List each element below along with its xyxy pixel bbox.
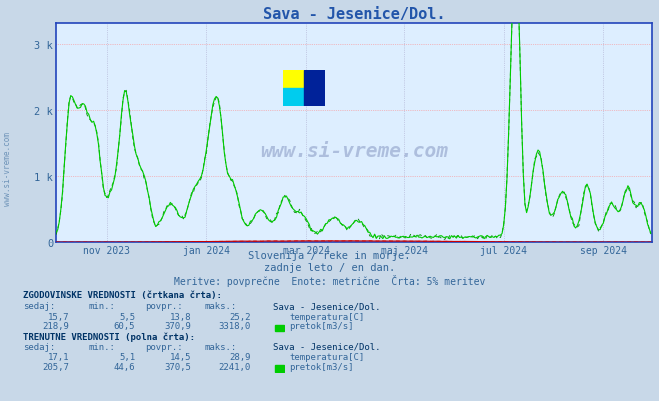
- Text: www.si-vreme.com: www.si-vreme.com: [260, 141, 448, 160]
- Text: 44,6: 44,6: [113, 362, 135, 371]
- Text: 17,1: 17,1: [47, 352, 69, 361]
- Text: Meritve: povprečne  Enote: metrične  Črta: 5% meritev: Meritve: povprečne Enote: metrične Črta:…: [174, 275, 485, 287]
- Text: min.:: min.:: [89, 342, 116, 350]
- Text: 218,9: 218,9: [42, 322, 69, 330]
- Text: 25,2: 25,2: [229, 312, 250, 321]
- Text: 28,9: 28,9: [229, 352, 250, 361]
- Text: Sava - Jesenice/Dol.: Sava - Jesenice/Dol.: [273, 342, 381, 350]
- Text: 14,5: 14,5: [169, 352, 191, 361]
- Text: Sava - Jesenice/Dol.: Sava - Jesenice/Dol.: [273, 302, 381, 310]
- Polygon shape: [283, 71, 304, 89]
- Text: povpr.:: povpr.:: [145, 302, 183, 310]
- Text: 13,8: 13,8: [169, 312, 191, 321]
- Text: povpr.:: povpr.:: [145, 342, 183, 350]
- Polygon shape: [283, 89, 304, 107]
- Text: 370,9: 370,9: [164, 322, 191, 330]
- Text: maks.:: maks.:: [204, 302, 237, 310]
- Text: 5,5: 5,5: [119, 312, 135, 321]
- Text: maks.:: maks.:: [204, 342, 237, 350]
- Text: ZGODOVINSKE VREDNOSTI (črtkana črta):: ZGODOVINSKE VREDNOSTI (črtkana črta):: [23, 291, 222, 300]
- Bar: [275, 325, 284, 332]
- Text: min.:: min.:: [89, 302, 116, 310]
- Polygon shape: [304, 71, 325, 107]
- Text: 60,5: 60,5: [113, 322, 135, 330]
- Text: temperatura[C]: temperatura[C]: [289, 312, 364, 321]
- Title: Sava - Jesenice/Dol.: Sava - Jesenice/Dol.: [263, 6, 445, 22]
- Text: sedaj:: sedaj:: [23, 302, 55, 310]
- Text: TRENUTNE VREDNOSTI (polna črta):: TRENUTNE VREDNOSTI (polna črta):: [23, 331, 195, 341]
- Text: 3318,0: 3318,0: [218, 322, 250, 330]
- Text: 2241,0: 2241,0: [218, 362, 250, 371]
- Text: sedaj:: sedaj:: [23, 342, 55, 350]
- Bar: [275, 365, 284, 372]
- Text: www.si-vreme.com: www.si-vreme.com: [3, 132, 12, 205]
- Text: Slovenija / reke in morje.: Slovenija / reke in morje.: [248, 251, 411, 261]
- Text: 5,1: 5,1: [119, 352, 135, 361]
- Text: 205,7: 205,7: [42, 362, 69, 371]
- Text: zadnje leto / en dan.: zadnje leto / en dan.: [264, 263, 395, 273]
- Text: temperatura[C]: temperatura[C]: [289, 352, 364, 361]
- Text: 15,7: 15,7: [47, 312, 69, 321]
- Text: 370,5: 370,5: [164, 362, 191, 371]
- Text: pretok[m3/s]: pretok[m3/s]: [289, 322, 354, 330]
- Text: pretok[m3/s]: pretok[m3/s]: [289, 362, 354, 371]
